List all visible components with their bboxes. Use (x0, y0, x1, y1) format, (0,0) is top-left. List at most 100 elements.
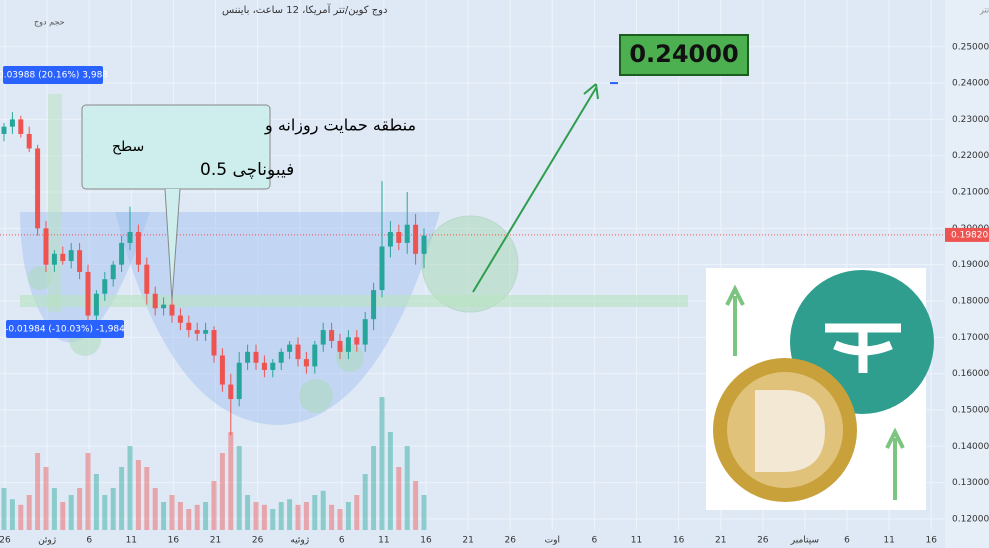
candle-body (169, 304, 175, 316)
volume-bar (354, 495, 360, 530)
candle-body (26, 133, 32, 149)
candle-body (135, 231, 141, 265)
y-tick-label: 0.14000 (952, 442, 989, 452)
volume-bar (203, 502, 209, 530)
volume-bar (35, 453, 41, 530)
y-tick-label: 0.16000 (952, 369, 989, 379)
volume-bar (245, 495, 251, 530)
volume-bar (152, 488, 158, 530)
candle-body (1, 126, 7, 134)
volume-bar (320, 490, 326, 530)
x-tick-label: اوت (545, 536, 560, 546)
candle-body (253, 351, 259, 363)
candle-body (85, 271, 91, 316)
candle-body (102, 279, 108, 294)
candle-body (345, 337, 351, 352)
volume-bar (135, 460, 141, 530)
candle-body (68, 250, 74, 262)
last-price-box (945, 227, 989, 242)
volume-bar (303, 502, 309, 530)
x-tick-label: ژوئیه (290, 536, 309, 546)
volume-bar (413, 481, 419, 530)
target-box (619, 34, 749, 76)
volume-bar (43, 467, 49, 530)
candle-body (270, 362, 276, 371)
candle-body (18, 119, 24, 134)
volume-bar (337, 509, 343, 530)
logo (706, 268, 934, 510)
candle-body (413, 224, 419, 254)
volume-bar (85, 453, 91, 530)
candle-body (245, 351, 251, 363)
y-tick-label: 0.19000 (952, 260, 989, 270)
x-tick-label: 21 (210, 536, 221, 546)
volume-bar (9, 499, 15, 530)
candle-body (387, 231, 393, 247)
candle-body (396, 231, 402, 243)
x-tick-label: 21 (462, 536, 473, 546)
currency: تتر (979, 6, 989, 15)
candle-body (51, 253, 57, 265)
x-tick-label: 11 (631, 536, 642, 546)
y-tick-label: 0.21000 (952, 188, 989, 198)
volume-bar (329, 504, 335, 530)
x-tick-label: 6 (592, 536, 598, 546)
x-tick-label: 21 (715, 536, 726, 546)
volume-bar (287, 499, 293, 530)
volume-bar (396, 467, 402, 530)
volume-bar (278, 502, 284, 530)
annotation-line: فیبوناچی 0.5 (200, 160, 294, 180)
volume-bar (186, 509, 192, 530)
x-tick-label: 6 (844, 536, 850, 546)
volume-bar (236, 446, 242, 530)
volume-bar (144, 467, 150, 530)
volume-bar (371, 446, 377, 530)
x-tick-label: 11 (883, 536, 894, 546)
candle-body (119, 242, 125, 265)
candle-body (211, 330, 217, 356)
candle-body (77, 250, 83, 272)
annotation-line: سطح (112, 139, 144, 155)
candle-body (110, 264, 116, 280)
candle-body (404, 224, 410, 243)
candle-body (35, 148, 41, 229)
candle-body (278, 351, 284, 363)
volume-bar (387, 432, 393, 530)
measure-down-box (6, 320, 124, 338)
volume-title: حجم دوج (34, 18, 65, 27)
candle-body (312, 344, 318, 367)
measure-down: -0.01984 (-10.03%) -1,984 (5, 325, 125, 335)
pivot (28, 266, 52, 290)
volume-bar (228, 432, 234, 530)
x-tick-label: 6 (86, 536, 92, 546)
volume-bar (345, 502, 351, 530)
x-tick-label: 16 (420, 536, 432, 546)
candle-body (379, 246, 385, 291)
arrow (472, 87, 597, 293)
measure-up-box (3, 66, 103, 84)
candle-body (371, 290, 377, 320)
x-tick-label: 6 (339, 536, 345, 546)
candle-body (60, 253, 66, 262)
volume-bar (119, 467, 125, 530)
symbol-title: دوج کوین/تتر آمریکا، 12 ساعت، بایننس (222, 3, 387, 16)
volume-bar (404, 446, 410, 530)
y-tick-label: 0.25000 (952, 42, 989, 52)
candle-body (9, 119, 15, 127)
annotation-line: منطقه حمایت روزانه و (264, 116, 416, 136)
candle-body (127, 231, 133, 243)
candle-body (194, 330, 200, 334)
x-tick-label: 11 (126, 536, 137, 546)
volume-bar (169, 495, 175, 530)
volume-bar (270, 509, 276, 530)
volume-bar (194, 504, 200, 530)
target-zone (421, 215, 519, 313)
tether-mark (825, 323, 901, 373)
candle-body (161, 304, 167, 309)
volume-bar (421, 495, 427, 530)
x-tick-label: ژوئن (38, 536, 56, 546)
candle-body (421, 235, 427, 254)
volume-bar (68, 495, 74, 530)
candle-body (152, 293, 158, 309)
